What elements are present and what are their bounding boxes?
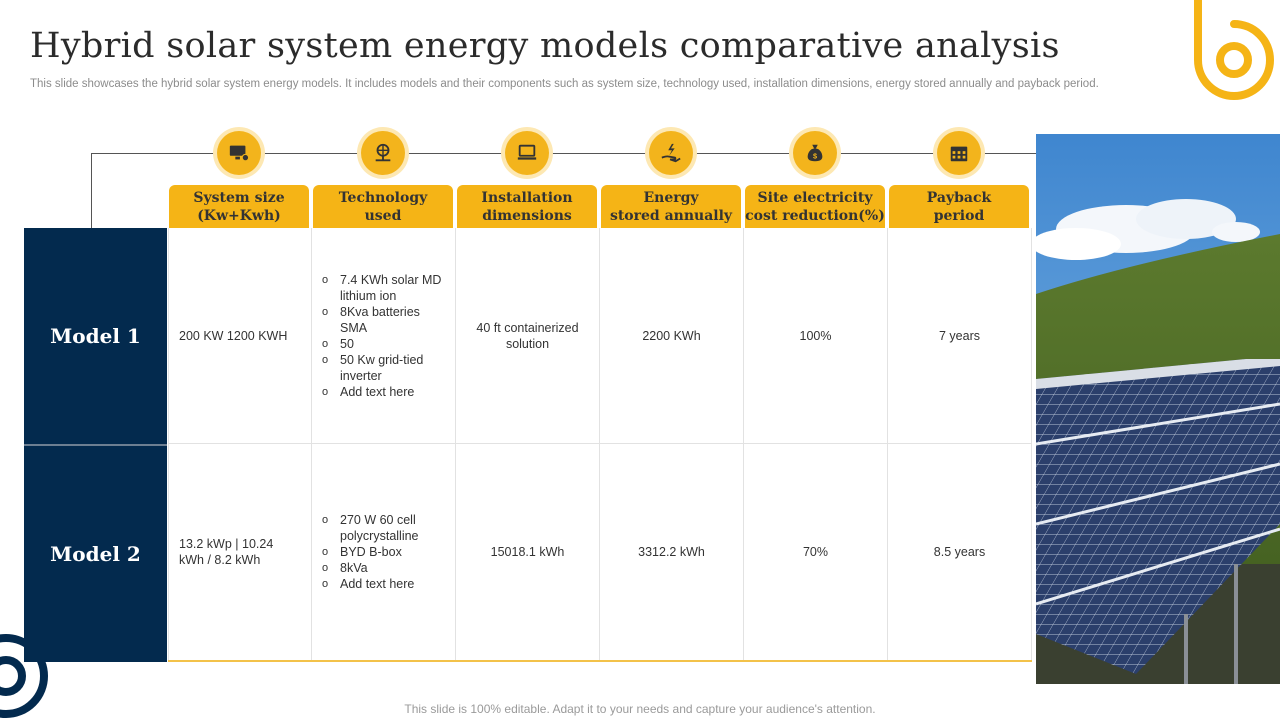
header-line: stored annually [609,207,733,224]
header-line: System size [193,189,285,206]
list-item: 8kVa [322,560,445,576]
header-line: used [364,207,402,224]
table-cell: 3312.2 kWh [600,444,744,660]
header-line: Site electricity [757,189,873,206]
list-item: Add text here [322,576,445,592]
table-cell: 40 ft containerized solution [456,228,600,444]
header-line: period [933,207,985,224]
list-item: 50 [322,336,445,352]
table-cell-technology: 7.4 KWh solar MD lithium ion 8Kva batter… [312,228,456,444]
connector-line-vertical [91,153,92,228]
table-cell: 7 years [888,228,1032,444]
table-cell: 200 KW 1200 KWH [168,228,312,444]
list-item: 50 Kw grid-tied inverter [322,352,445,384]
column-header-system-size: System size (Kw+Kwh) [169,185,309,228]
header-line: (Kw+Kwh) [197,207,281,224]
header-line: Technology [338,189,428,206]
table-cell: 15018.1 kWh [456,444,600,660]
table-cell: 13.2 kWp | 10.24 kWh / 8.2 kWh [168,444,312,660]
globe-network-icon [361,131,405,175]
technology-list: 270 W 60 cell polycrystalline BYD B-box … [322,512,445,592]
table-cell: 100% [744,228,888,444]
table-cell: 70% [744,444,888,660]
footer-note: This slide is 100% editable. Adapt it to… [404,702,876,716]
table-cell-technology: 270 W 60 cell polycrystalline BYD B-box … [312,444,456,660]
header-line: Installation [481,189,573,206]
connector-line [91,153,1036,154]
table-cell: 8.5 years [888,444,1032,660]
row-label-model-2: Model 2 [24,446,167,662]
laptop-icon [505,131,549,175]
monitor-gear-icon [217,131,261,175]
page-title: Hybrid solar system energy models compar… [30,26,1060,66]
row-label-model-1: Model 1 [24,228,167,444]
list-item: 7.4 KWh solar MD lithium ion [322,272,445,304]
brand-logo-small-icon [0,634,48,718]
list-item: 8Kva batteries SMA [322,304,445,336]
comparison-table: 200 KW 1200 KWH 7.4 KWh solar MD lithium… [168,228,1032,662]
brand-logo-icon [1194,0,1274,100]
table-cell: 2200 KWh [600,228,744,444]
column-header-payback: Payback period [889,185,1029,228]
page-subtitle: This slide showcases the hybrid solar sy… [30,78,1099,90]
header-line: dimensions [482,207,572,224]
list-item: Add text here [322,384,445,400]
hand-energy-icon [649,131,693,175]
solar-panel-photo [1036,134,1280,684]
technology-list: 7.4 KWh solar MD lithium ion 8Kva batter… [322,272,445,400]
column-header-energy: Energy stored annually [601,185,741,228]
calendar-icon [937,131,981,175]
header-line: cost reduction(%) [745,207,885,224]
header-line: Energy [643,189,699,206]
money-bag-icon: $ [793,131,837,175]
header-line: Payback [926,189,992,206]
row-divider [24,444,167,446]
column-header-cost-reduction: Site electricity cost reduction(%) [745,185,885,228]
column-header-technology: Technology used [313,185,453,228]
svg-text:$: $ [813,152,817,161]
column-header-installation: Installation dimensions [457,185,597,228]
list-item: BYD B-box [322,544,445,560]
list-item: 270 W 60 cell polycrystalline [322,512,445,544]
